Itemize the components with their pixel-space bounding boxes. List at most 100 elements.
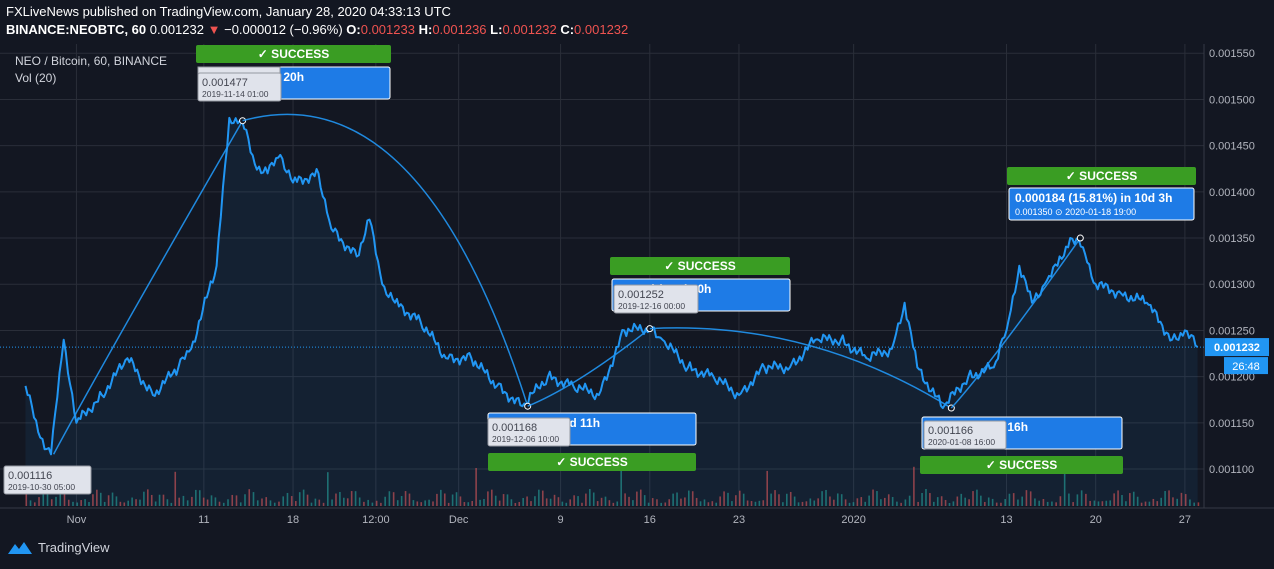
volume-bar xyxy=(343,497,345,506)
volume-bar xyxy=(235,495,238,506)
volume-bar xyxy=(976,489,978,506)
volume-bar xyxy=(1000,502,1002,506)
volume-bar xyxy=(676,492,678,506)
volume-bar xyxy=(195,489,197,506)
symbol-ohlc: BINANCE:NEOBTC, 60 0.001232 ▼ −0.000012 … xyxy=(6,22,628,37)
volume-bar xyxy=(742,493,745,506)
volume-bar xyxy=(656,499,658,506)
volume-bar xyxy=(592,492,595,506)
volume-bar xyxy=(876,491,878,506)
close-value: 0.001232 xyxy=(574,22,629,37)
price-line xyxy=(24,116,1199,456)
volume-bar xyxy=(455,492,458,506)
price-chart[interactable]: 0.001550 0.001500 0.001450 0.001400 0.001350… xyxy=(0,44,1274,534)
volume-bar xyxy=(789,491,792,506)
volume-bar xyxy=(1193,502,1195,506)
volume-bar xyxy=(688,490,690,506)
volume-bar xyxy=(256,500,259,506)
x-tick-label: 9 xyxy=(558,514,564,526)
pattern-arc xyxy=(52,120,244,455)
y-tick-label: 0.001450 xyxy=(1209,141,1255,153)
volume-bar xyxy=(139,499,141,506)
volume-bar xyxy=(59,491,62,506)
volume-bar xyxy=(1109,500,1112,506)
volume-bar xyxy=(1172,497,1174,506)
x-tick-label: 2020 xyxy=(841,514,865,526)
volume-bar xyxy=(46,491,49,506)
volume-bar xyxy=(577,496,579,506)
current-price-tag xyxy=(1205,338,1269,357)
success-badge: ✓ SUCCESS xyxy=(196,45,391,63)
volume-bar xyxy=(278,501,280,506)
volume-bar xyxy=(526,496,528,506)
volume-bar xyxy=(1160,497,1162,506)
x-tick-label: 20 xyxy=(1090,514,1102,526)
volume-bar xyxy=(210,495,213,506)
volume-bar xyxy=(735,495,737,506)
volume-bar xyxy=(695,497,698,506)
volume-bar xyxy=(738,490,741,506)
volume-bar xyxy=(471,500,474,506)
volume-bar xyxy=(628,496,630,506)
volume-bar xyxy=(1059,496,1062,506)
volume-bar xyxy=(1152,498,1155,506)
volume-bar xyxy=(447,502,450,506)
tooltip-value: 0.001168 xyxy=(492,422,537,434)
volume-bar xyxy=(936,497,939,506)
volume-bar xyxy=(84,499,86,506)
volume-bar xyxy=(848,502,851,506)
volume-bar xyxy=(298,492,301,506)
volume-bar xyxy=(904,499,907,506)
pattern-change-text: 0.000184 (15.81%) in 10d 3h xyxy=(1015,191,1172,205)
volume-bar xyxy=(1140,502,1143,506)
volume-bar xyxy=(1063,461,1066,506)
volume-bar xyxy=(1156,501,1159,506)
volume-bar xyxy=(1176,498,1178,506)
y-tick-label: 0.001400 xyxy=(1209,187,1255,199)
volume-bar xyxy=(864,501,867,506)
volume-bar xyxy=(432,501,434,506)
volume-bar xyxy=(565,502,568,506)
volume-bar xyxy=(111,492,114,506)
volume-bar xyxy=(375,500,378,506)
volume-bar xyxy=(331,499,333,506)
volume-bar xyxy=(925,489,927,506)
volume-bar xyxy=(668,499,670,506)
volume-bar xyxy=(840,494,843,506)
y-tick-label: 0.001550 xyxy=(1209,48,1255,60)
tooltip-value: 0.001116 xyxy=(8,470,52,482)
volume-bar xyxy=(1148,501,1151,506)
volume-bar xyxy=(443,493,446,506)
volume-bar xyxy=(318,499,321,506)
tradingview-branding[interactable]: TradingView xyxy=(8,540,110,555)
pattern-arc xyxy=(649,327,952,409)
volume-bar xyxy=(836,493,839,506)
volume-bar xyxy=(884,497,886,506)
pattern-time-text: 0.001350 ⊙ 2020-01-18 19:00 xyxy=(1015,207,1136,217)
tooltip-value: 0.001477 xyxy=(202,77,248,89)
pattern-arc xyxy=(527,328,651,407)
success-badge: ✓ SUCCESS xyxy=(488,453,696,471)
x-tick-label: 18 xyxy=(287,514,299,526)
volume-bar xyxy=(995,502,998,506)
volume-bar xyxy=(392,492,395,506)
volume-bar xyxy=(581,502,583,506)
tradingview-logo-icon xyxy=(8,541,32,554)
volume-bar xyxy=(727,492,729,506)
volume-bar xyxy=(750,501,753,506)
volume-bar xyxy=(778,494,780,506)
volume-bar xyxy=(585,493,587,506)
volume-bar xyxy=(573,495,575,506)
volume-bar xyxy=(1144,501,1147,506)
volume-bar xyxy=(604,496,607,506)
volume-bar xyxy=(182,495,185,506)
tooltip-time: 2019-10-30 05:00 xyxy=(8,482,75,492)
tooltip-time: 2020-01-08 16:00 xyxy=(928,437,995,447)
volume-bar xyxy=(252,492,255,506)
volume-bar xyxy=(506,494,509,506)
close-label: C: xyxy=(560,22,575,37)
volume-bar xyxy=(1093,500,1096,506)
volume-bar xyxy=(948,502,951,506)
